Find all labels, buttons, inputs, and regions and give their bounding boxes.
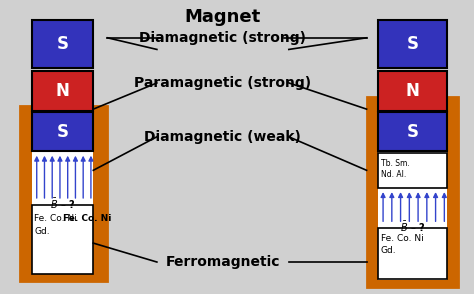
Bar — [32, 71, 93, 111]
Text: S: S — [57, 123, 69, 141]
Text: N: N — [56, 82, 70, 100]
Text: Fe. Co. Ni: Fe. Co. Ni — [35, 214, 77, 223]
Text: Gd.: Gd. — [381, 246, 396, 255]
Text: S: S — [57, 35, 69, 53]
Text: S: S — [407, 123, 419, 141]
Bar — [366, 98, 458, 287]
Bar — [378, 112, 447, 151]
Text: N: N — [406, 82, 419, 100]
Text: Nd. Al.: Nd. Al. — [381, 170, 406, 179]
Text: Magnet: Magnet — [185, 9, 261, 26]
Text: $\bar{B}$ – ?: $\bar{B}$ – ? — [50, 197, 75, 211]
Text: Gd.: Gd. — [35, 227, 50, 236]
Bar — [378, 20, 447, 69]
Text: Fe. Co. Ni: Fe. Co. Ni — [381, 234, 423, 243]
Text: Paramagnetic (strong): Paramagnetic (strong) — [134, 76, 311, 90]
Bar — [32, 205, 93, 274]
Text: Diamagnetic (strong): Diamagnetic (strong) — [139, 31, 306, 45]
Bar — [378, 98, 447, 280]
Text: $\bar{B}$ – ?: $\bar{B}$ – ? — [400, 220, 425, 234]
Text: Fe. Co. Ni: Fe. Co. Ni — [63, 214, 111, 223]
Bar — [32, 20, 93, 69]
Text: Ferromagnetic: Ferromagnetic — [165, 255, 280, 269]
Bar — [32, 112, 93, 151]
Bar — [32, 106, 93, 274]
Bar — [378, 71, 447, 111]
Text: Tb. Sm.: Tb. Sm. — [381, 158, 410, 168]
Text: Diamagnetic (weak): Diamagnetic (weak) — [145, 130, 301, 144]
Text: S: S — [407, 35, 419, 53]
Bar — [378, 228, 447, 279]
Bar — [20, 106, 108, 281]
Bar — [378, 153, 447, 188]
